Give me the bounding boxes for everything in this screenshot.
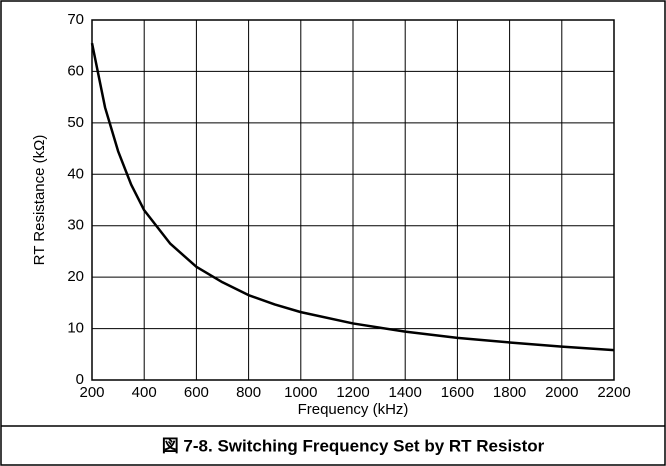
x-tick-label: 1600 (441, 384, 474, 401)
line-series (90, 42, 615, 352)
x-tick-label: 600 (184, 384, 209, 401)
x-tick-label: 2200 (597, 384, 630, 401)
x-tick-label: 1000 (284, 384, 317, 401)
y-tick-label: 60 (67, 62, 84, 79)
x-axis-label: Frequency (kHz) (298, 401, 409, 418)
y-tick-label: 10 (67, 320, 84, 337)
x-tick-label: 1200 (336, 384, 369, 401)
x-tick-label: 1800 (493, 384, 526, 401)
x-tick-label: 1400 (389, 384, 422, 401)
x-tick-label: 200 (79, 384, 104, 401)
x-tick-label: 800 (236, 384, 261, 401)
y-axis-label: RT Resistance (kΩ) (31, 135, 48, 266)
y-tick-label: 30 (67, 217, 84, 234)
y-tick-label: 70 (67, 11, 84, 28)
x-tick-label: 400 (132, 384, 157, 401)
plot-frame (91, 19, 615, 381)
x-tick-label: 2000 (545, 384, 578, 401)
caption: 図 7-8. Switching Frequency Set by RT Res… (162, 436, 545, 455)
y-tick-label: 40 (67, 165, 84, 182)
y-tick-label: 50 (67, 114, 84, 131)
y-tick-label: 20 (67, 268, 84, 285)
y-tick-label: 0 (76, 371, 84, 388)
